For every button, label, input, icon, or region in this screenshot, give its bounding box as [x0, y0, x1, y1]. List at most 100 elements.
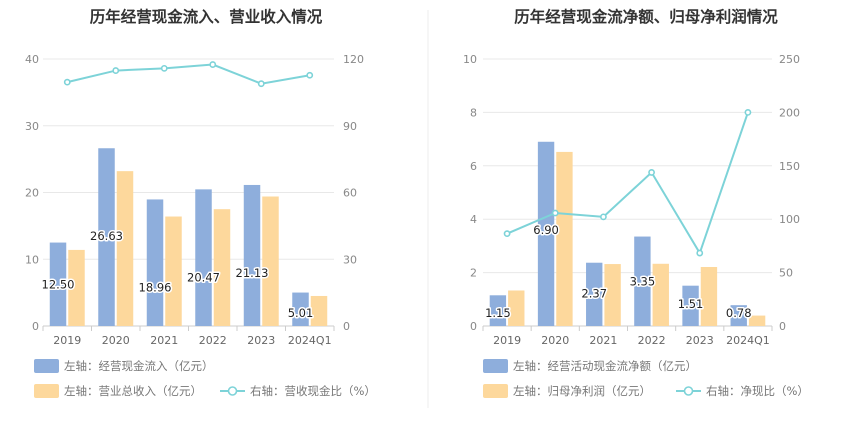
legend-label: 右轴：营收现金比（%）: [250, 384, 376, 398]
data-label: 21.13: [236, 266, 269, 280]
chart-title: 历年经营现金流入、营业收入情况: [90, 7, 323, 26]
chart-1: 历年经营现金流入、营业收入情况 0 10 20 30 40 0 30 60 90 120 2019 20…: [25, 7, 376, 398]
data-label: 3.35: [630, 275, 656, 289]
bar-primary: [243, 184, 261, 326]
bar-primary: [634, 236, 651, 326]
data-label: 12.50: [42, 277, 75, 291]
x-axis-label: 2023: [247, 334, 275, 347]
left-axis-tick: 8: [470, 106, 477, 119]
bar-secondary: [508, 290, 525, 326]
left-axis-tick: 0: [32, 320, 39, 333]
bar-secondary: [604, 264, 621, 326]
bar-secondary: [116, 171, 134, 326]
legend-swatch: [34, 384, 59, 398]
line-point: [503, 230, 511, 238]
legend-swatch: [483, 359, 508, 373]
bar-primary: [195, 189, 212, 326]
right-axis-tick: 250: [779, 53, 800, 66]
x-axis-label: 2019: [493, 334, 521, 347]
x-axis-label: 2021: [589, 334, 617, 347]
right-axis-tick: 50: [779, 267, 793, 280]
chart-title: 历年经营现金流净额、归母净利润情况: [514, 7, 778, 26]
bar-primary: [489, 295, 507, 326]
x-axis-label: 2020: [102, 334, 130, 347]
bar-primary: [730, 305, 747, 326]
x-axis-label: 2020: [541, 334, 569, 347]
bar-secondary: [213, 209, 231, 326]
left-axis-tick: 40: [25, 53, 39, 66]
right-axis-tick: 90: [343, 120, 357, 133]
left-axis-tick: 6: [470, 160, 477, 173]
left-axis-tick: 30: [25, 120, 39, 133]
right-axis-tick: 30: [343, 253, 357, 266]
x-axis-label: 2022: [199, 334, 227, 347]
line-point: [600, 213, 607, 221]
bar-secondary: [748, 315, 766, 326]
bar-secondary: [165, 216, 182, 326]
bar-primary: [537, 141, 555, 326]
x-axis-label: 2024Q1: [288, 334, 332, 347]
bar-primary: [98, 148, 115, 326]
bar-primary: [682, 285, 699, 326]
legend-label: 左轴：归母净利润（亿元）: [513, 384, 651, 398]
line-point: [257, 80, 265, 88]
line-point: [648, 169, 655, 176]
line-series: [67, 63, 310, 85]
line-point: [112, 67, 120, 74]
x-axis-label: 2019: [53, 334, 81, 347]
data-label: 26.63: [90, 229, 123, 243]
legend-label: 右轴：净现比（%）: [706, 384, 809, 398]
chart-2: 历年经营现金流净额、归母净利润情况02468100501001502002502…: [463, 7, 809, 398]
legend-label: 左轴：营业总收入（亿元）: [64, 384, 202, 398]
x-axis-label: 2024Q1: [726, 334, 770, 347]
right-axis-tick: 0: [343, 320, 350, 333]
right-axis-tick: 200: [779, 106, 800, 119]
legend-line-marker: [683, 386, 694, 396]
left-axis-tick: 4: [470, 213, 477, 226]
left-axis-tick: 10: [25, 253, 39, 266]
data-label: 6.90: [533, 223, 559, 237]
bar-secondary: [262, 196, 279, 326]
bar-secondary: [556, 151, 573, 326]
data-label: 1.15: [485, 306, 511, 320]
bar-secondary: [700, 266, 718, 326]
line-point: [209, 61, 217, 68]
data-label: 20.47: [187, 270, 220, 284]
bar-primary: [586, 262, 603, 326]
right-axis-tick: 150: [779, 160, 800, 173]
legend-line-marker: [227, 386, 238, 396]
x-axis-label: 2021: [150, 334, 178, 347]
left-axis-tick: 0: [470, 320, 477, 333]
line-point: [63, 78, 71, 86]
line-series: [506, 112, 749, 256]
legend-swatch: [34, 359, 59, 373]
bar-secondary: [310, 295, 328, 326]
line-point: [551, 209, 559, 217]
bar-secondary: [68, 249, 85, 326]
right-axis-tick: 100: [779, 213, 800, 226]
data-label: 1.51: [678, 297, 704, 311]
data-label: 18.96: [139, 280, 172, 294]
left-axis-tick: 20: [25, 187, 39, 200]
legend-label: 左轴：经营活动现金流净额（亿元）: [513, 359, 697, 373]
x-axis-label: 2023: [686, 334, 714, 347]
bar-secondary: [652, 263, 669, 326]
bar-primary: [49, 242, 67, 326]
line-point: [160, 64, 168, 72]
right-axis-tick: 120: [343, 53, 364, 66]
right-axis-tick: 0: [779, 320, 786, 333]
left-axis-tick: 10: [463, 53, 477, 66]
bar-primary: [146, 199, 164, 326]
legend-swatch: [483, 384, 508, 398]
line-point: [744, 109, 752, 116]
data-label: 5.01: [288, 306, 314, 320]
bar-primary: [292, 292, 309, 326]
data-label: 0.78: [726, 306, 752, 320]
legend-label: 左轴：经营现金流入（亿元）: [64, 359, 214, 373]
line-point: [696, 249, 704, 257]
left-axis-tick: 2: [470, 267, 477, 280]
data-label: 2.37: [581, 287, 607, 301]
right-axis-tick: 60: [343, 187, 357, 200]
